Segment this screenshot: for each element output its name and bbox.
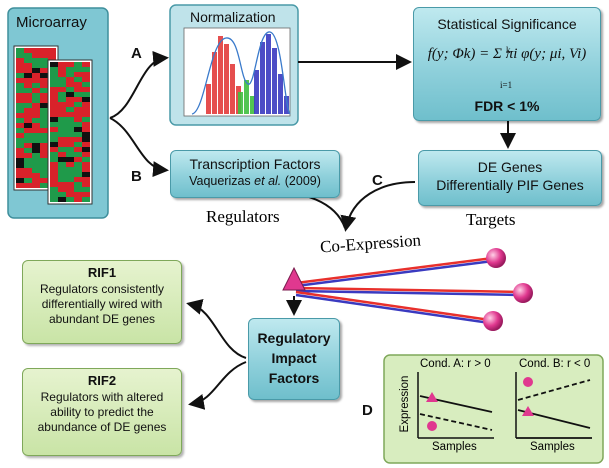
samples-label-a: Samples xyxy=(432,441,477,453)
statistical-box: Statistical Significance f(y; Φk) = Σ πi… xyxy=(413,7,601,121)
transcription-title: Transcription Factors xyxy=(189,156,321,172)
microarray-title: Microarray xyxy=(16,14,87,31)
target-node-2 xyxy=(513,283,533,303)
regulator-triangle xyxy=(282,266,306,291)
regulators-label: Regulators xyxy=(206,207,280,226)
rif1-box: RIF1 Regulators consistently differentia… xyxy=(22,260,182,344)
de-genes-line1: DE Genes xyxy=(477,159,543,175)
rif1-body: Regulators consistently differentially w… xyxy=(39,282,165,326)
heatmap-panel-2 xyxy=(47,59,93,205)
label-c: C xyxy=(372,172,383,189)
rif1-title: RIF1 xyxy=(87,265,117,280)
panel-d-box xyxy=(383,354,604,464)
sum-upper: k xyxy=(506,45,511,55)
arrow-de-to-coexp xyxy=(340,181,416,232)
samples-label-b: Samples xyxy=(530,441,575,453)
citation-author: Vaquerizas xyxy=(189,174,251,188)
cond-b-label: Cond. B: r < 0 xyxy=(519,358,591,370)
rif-box: Regulatory Impact Factors xyxy=(248,318,340,400)
label-b: B xyxy=(131,168,142,185)
arrow-rif-to-rif2 xyxy=(188,361,247,410)
arrow-b xyxy=(109,117,169,177)
rif2-body: Regulators with altered ability to predi… xyxy=(37,390,167,434)
rif2-title: RIF2 xyxy=(87,373,117,388)
plot-b-circle xyxy=(523,377,533,387)
cond-a-label: Cond. A: r > 0 xyxy=(420,358,491,370)
fdr-text: FDR < 1% xyxy=(474,98,540,114)
target-node-1 xyxy=(486,248,506,268)
rif2-box: RIF2 Regulators with altered ability to … xyxy=(22,368,182,456)
plot-a-dashed-line xyxy=(419,413,493,431)
plot-b-dashed-line xyxy=(517,379,591,401)
expression-axis-label: Expression xyxy=(399,375,411,433)
citation-etal: et al. xyxy=(254,174,282,188)
rif-line2: Impact xyxy=(271,350,317,366)
normalization-title: Normalization xyxy=(190,9,276,25)
histogram xyxy=(191,31,291,115)
de-genes-box: DE Genes Differentially PIF Genes xyxy=(418,150,602,206)
rif-line3: Factors xyxy=(268,370,320,386)
arrow-a xyxy=(109,51,169,119)
targets-label: Targets xyxy=(466,210,516,229)
mixture-formula: f(y; Φk) = Σ πi φ(y; μi, Vi) xyxy=(427,46,587,62)
plot-a-triangle xyxy=(426,392,438,402)
target-node-3 xyxy=(483,311,503,331)
transcription-factors-box: Transcription Factors Vaquerizas et al. … xyxy=(170,150,340,198)
label-d: D xyxy=(362,402,373,419)
sum-lower: i=1 xyxy=(500,80,513,90)
citation-year: (2009) xyxy=(284,174,321,188)
plot-b-triangle xyxy=(522,406,534,416)
label-a: A xyxy=(131,45,142,62)
statistical-title: Statistical Significance xyxy=(437,16,577,32)
network-edges xyxy=(295,256,521,325)
plot-a-circle xyxy=(427,421,437,431)
de-genes-line2: Differentially PIF Genes xyxy=(436,177,584,193)
arrow-rif-to-rif1 xyxy=(186,299,247,359)
rif-line1: Regulatory xyxy=(257,330,331,346)
